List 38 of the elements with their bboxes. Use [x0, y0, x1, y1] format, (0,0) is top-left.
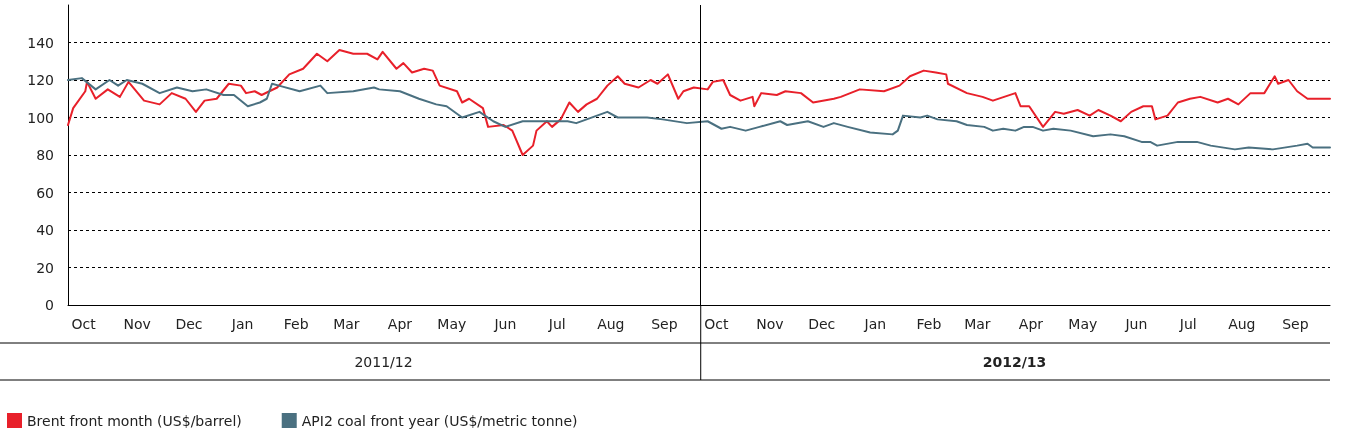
x-tick-label: Jun — [493, 316, 517, 332]
x-tick-label: Aug — [1228, 316, 1256, 332]
x-tick-label: Apr — [1018, 316, 1044, 332]
text: 2012/13 — [982, 354, 1047, 370]
x-tick-label: Jan — [230, 316, 254, 332]
y-tick-label: 60 — [36, 184, 54, 201]
y-tick-label: 100 — [27, 109, 54, 126]
x-tick-label: Apr — [387, 316, 413, 332]
y-tick-label: 120 — [27, 72, 54, 88]
x-tick-label: Sep — [1282, 316, 1309, 332]
x-tick-label: Jul — [547, 316, 566, 332]
x-tick-label: May — [1068, 316, 1098, 332]
y-tick-label: 0 — [45, 297, 54, 313]
x-tick-label: Sep — [651, 316, 678, 332]
x-tick-label: Aug — [597, 316, 625, 332]
x-tick-label: Dec — [175, 316, 203, 332]
y-tick-label: 20 — [36, 259, 54, 276]
x-tick-label: Jan — [863, 316, 887, 332]
x-tick-label: Feb — [916, 316, 942, 332]
x-tick-label: Nov — [123, 316, 151, 332]
x-tick-label: Jun — [1124, 316, 1148, 332]
x-tick-label: Oct — [704, 316, 729, 332]
line-series — [67, 49, 1331, 156]
y-tick-label: 140 — [27, 34, 54, 51]
x-tick-label: Feb — [283, 316, 309, 332]
legend-label: API2 coal front year (US$/metric tonne) — [301, 412, 578, 429]
x-tick-label: Mar — [964, 316, 991, 332]
legend-label: Brent front month (US$/barrel) — [27, 412, 242, 429]
x-tick-label: Oct — [71, 316, 97, 332]
text: 2011/12 — [354, 354, 413, 370]
x-tick-label: May — [437, 316, 467, 332]
x-tick-label: Nov — [756, 316, 784, 332]
line-series — [67, 77, 1331, 151]
y-tick-label: 40 — [36, 222, 54, 238]
x-tick-label: Dec — [808, 316, 836, 332]
x-tick-label: Mar — [333, 316, 360, 332]
x-tick-label: Jul — [1178, 316, 1197, 332]
y-tick-label: 80 — [36, 147, 54, 163]
